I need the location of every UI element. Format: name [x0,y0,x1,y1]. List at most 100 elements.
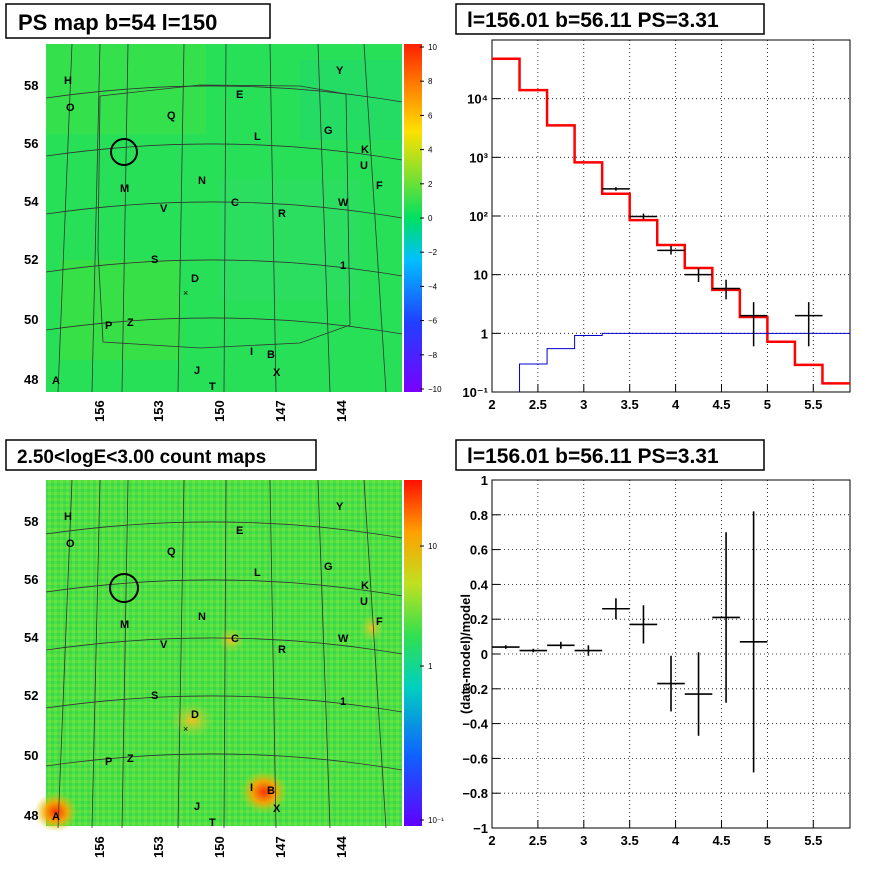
residual-plot [492,480,850,828]
y-tick-label: 0.6 [470,543,488,558]
residual-point [492,645,520,649]
source-label: U [360,596,368,608]
source-label: E [236,89,243,101]
source-label: 1 [340,696,346,708]
source-label: D [191,709,199,721]
x-tick-label: 4.5 [712,833,730,848]
longitude-line [91,479,101,829]
count-map-source-labels: H Y O E Q L G KUF M N C R W V S D 1 P Z I BX JT A [52,501,383,829]
source-label: K [361,144,369,156]
count-map-colorbar [404,480,422,826]
source-label: J [194,365,200,377]
residual-ylabel: (data-model)/model [458,594,473,714]
y-tick-label: 10 [474,268,488,283]
x-tick-label: 5.5 [804,833,822,848]
source-label: Y [336,501,344,513]
residual-title: l=156.01 b=56.11 PS=3.31 [467,445,719,468]
source-label: Z [127,317,134,329]
source-B-blob [240,770,288,814]
x-tick-label: 3 [580,397,587,412]
ps-map-x-marker: × [183,288,188,298]
count-map-colorbar-ticks: 10 1 10⁻¹ [420,542,444,825]
longitude-line [223,43,227,393]
longitude-tick-label: 150 [212,836,227,858]
source-label: U [360,160,368,172]
source-label: A [52,811,60,823]
y-tick-label: 1 [481,326,488,341]
count-map-title-box [5,439,317,471]
data-point [684,267,713,282]
longitude-line [269,479,277,829]
longitude-tick-label: 156 [92,400,107,422]
x-tick-label: 3.5 [621,833,639,848]
source-label: T [209,381,216,393]
count-map-location-circle [109,573,139,603]
x-tick-label: 4.5 [712,397,730,412]
count-map-x-marker: × [183,724,188,734]
source-label: G [324,125,333,137]
source-label: H [64,75,72,87]
colorbar-tick-label: −2 [428,248,438,257]
x-tick-label: 5.5 [804,397,822,412]
source-D-blob [170,702,214,738]
source-label: B [267,349,275,361]
source-C-blob [217,627,245,653]
source-label: F [376,180,383,192]
source-label: B [267,785,275,797]
longitude-line [363,479,387,829]
longitude-tick-label: 153 [151,836,166,858]
source-label: P [105,320,112,332]
latitude-line [45,143,403,161]
data-point [712,279,740,300]
longitude-line [269,43,277,393]
latitude-tick-label: 56 [24,136,38,151]
longitude-tick-label: 147 [273,400,288,422]
colorbar-tick-label: −6 [428,317,438,326]
x-tick-label: 2 [488,397,495,412]
source-label: N [198,611,206,623]
spectrum-axes: 2 2.5 3 3.5 4 4.5 5 5.5 10⁻¹ 1 10 10² 10³ 10⁴ [462,92,822,412]
latitude-tick-label: 56 [24,572,38,587]
source-label: D [191,273,199,285]
source-label: K [361,580,369,592]
ps-map-panel: PS map b=54 l=150 × H Y O E Q L G KUF M N C R W V S D 1 P… [5,3,442,422]
residual-point [574,645,603,656]
longitude-line [177,43,185,393]
source-label: S [151,254,158,266]
latitude-line [45,521,403,539]
colorbar-tick-label: 10 [428,542,437,551]
y-tick-label: 10⁴ [467,92,488,107]
x-tick-label: 2.5 [529,397,547,412]
x-tick-label: 5 [764,397,771,412]
ps-map-colorbar-ticks: 10 8 6 4 2 0 −2 −4 −6 −8 −10 [420,43,442,394]
colorbar-tick-label: 1 [428,662,433,671]
source-label: N [198,175,206,187]
source-label: W [338,633,349,645]
colorbar-tick-label: 10 [428,43,437,52]
source-label: R [278,208,286,220]
y-tick-label: 0 [481,647,488,662]
source-label: M [120,183,129,195]
longitude-line [177,479,185,829]
source-label: I [250,782,253,794]
colorbar-tick-label: −4 [428,282,438,291]
y-tick-label: 0.2 [470,612,488,627]
latitude-tick-label: 48 [24,808,38,823]
longitude-line [121,43,129,393]
data-point [657,245,685,255]
residual-point [629,605,658,644]
longitude-line [317,479,331,829]
model-step-line [492,57,850,385]
colorbar-tick-label: 10⁻¹ [428,816,444,825]
spectrum-plot [492,40,850,392]
residual-point [657,655,685,712]
residual-point [602,598,630,620]
longitude-tick-label: 156 [92,836,107,858]
longitude-line [317,43,331,393]
latitude-tick-label: 54 [24,630,39,645]
source-label: I [250,346,253,358]
source-label: L [254,567,261,579]
count-map-coordinate-grid [45,479,403,829]
longitude-line [57,479,73,829]
